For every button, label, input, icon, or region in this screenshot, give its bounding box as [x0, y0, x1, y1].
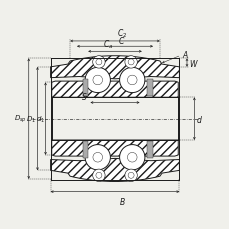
- Circle shape: [92, 57, 105, 69]
- Circle shape: [124, 169, 137, 182]
- Text: $D_{sp}$: $D_{sp}$: [14, 113, 27, 125]
- Circle shape: [85, 68, 110, 93]
- Circle shape: [85, 145, 110, 170]
- Polygon shape: [50, 57, 179, 79]
- Polygon shape: [50, 159, 179, 182]
- Text: $S$: $S$: [81, 90, 88, 101]
- Text: $d$: $d$: [195, 114, 202, 125]
- Circle shape: [92, 169, 105, 182]
- Circle shape: [95, 60, 101, 66]
- Bar: [82, 79, 88, 97]
- Text: $B$: $B$: [118, 195, 125, 206]
- Text: $d_1$: $d_1$: [36, 114, 45, 124]
- Circle shape: [128, 173, 134, 179]
- Text: $D_1$: $D_1$: [26, 114, 36, 124]
- Circle shape: [124, 57, 137, 69]
- Text: $C$: $C$: [118, 35, 125, 45]
- Circle shape: [119, 68, 144, 93]
- Polygon shape: [52, 82, 177, 98]
- Polygon shape: [52, 140, 177, 156]
- Text: $W$: $W$: [188, 58, 198, 69]
- Text: $A$: $A$: [162, 49, 188, 64]
- Circle shape: [128, 60, 134, 66]
- Text: $C_a$: $C_a$: [103, 38, 113, 50]
- Text: $C_2$: $C_2$: [116, 28, 126, 40]
- Bar: [147, 142, 152, 159]
- Bar: [82, 142, 88, 159]
- Circle shape: [119, 145, 144, 170]
- Circle shape: [95, 173, 101, 179]
- Bar: [147, 79, 152, 97]
